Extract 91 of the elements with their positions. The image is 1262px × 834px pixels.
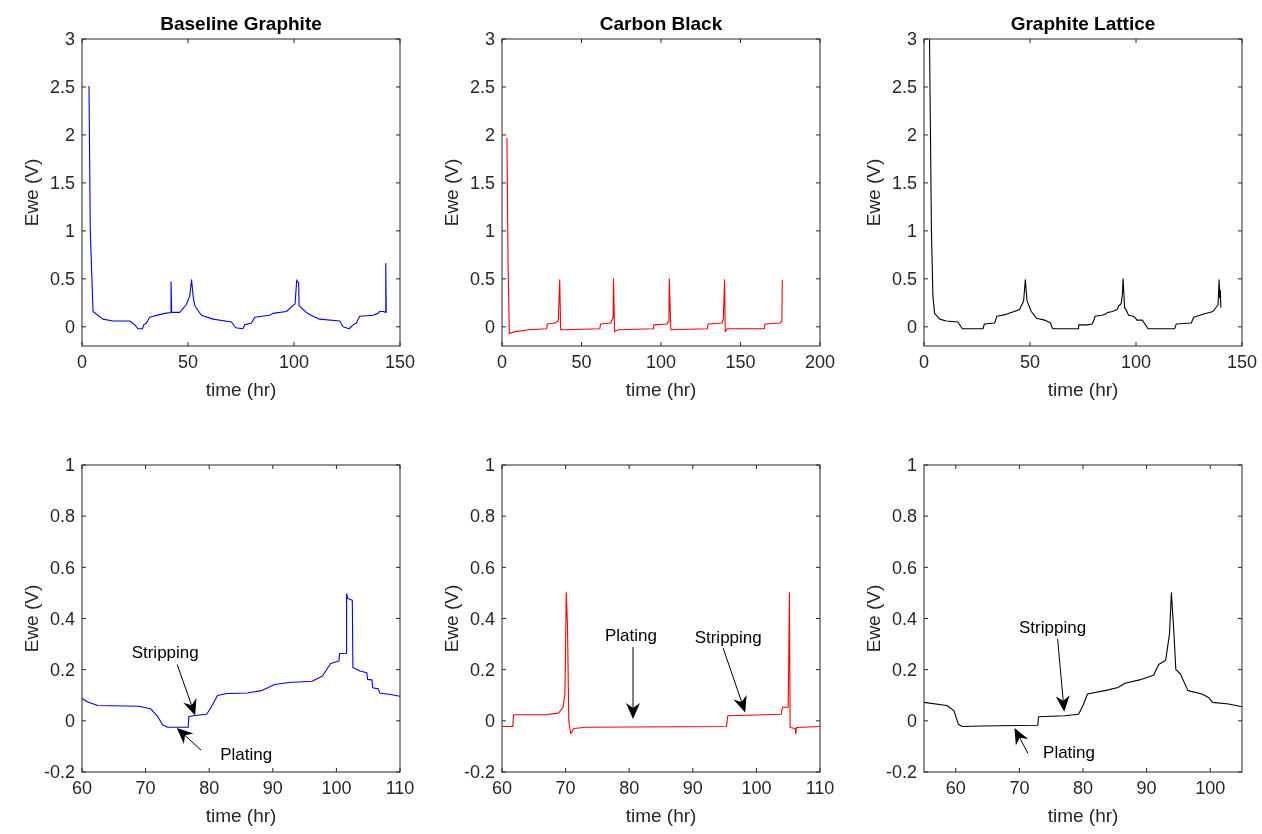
y-tick-label: 0.4	[49, 608, 75, 629]
y-tick-label: 1	[484, 455, 495, 476]
annotation: Stripping	[694, 628, 762, 648]
x-tick-label: 150	[725, 352, 756, 372]
x-tick-label: 90	[682, 778, 703, 798]
y-tick-label: 0	[484, 711, 495, 732]
y-tick-label: 0.4	[469, 608, 495, 629]
x-tick-label: 70	[555, 778, 576, 798]
x-tick-label: 200	[804, 352, 836, 372]
x-axis-title: time (hr)	[1047, 805, 1119, 826]
y-tick-label: 0.6	[49, 557, 75, 578]
annotation: Stripping	[131, 643, 199, 663]
chart-title: Baseline Graphite	[160, 13, 322, 34]
line-series	[502, 592, 820, 735]
x-tick-label: 80	[1072, 778, 1094, 798]
y-tick-label: 0.2	[49, 659, 75, 680]
y-tick-label: 0.8	[49, 506, 75, 527]
y-axis-title: Ewe (V)	[863, 584, 884, 653]
x-tick-label: 80	[619, 778, 640, 798]
y-tick-label: 1.5	[49, 173, 75, 194]
line-series	[88, 85, 387, 330]
line-series	[506, 137, 783, 335]
y-tick-label: 2.5	[891, 77, 917, 98]
y-tick-label: 0.8	[891, 506, 917, 527]
x-axis-title: time (hr)	[205, 379, 277, 400]
x-tick-label: 100	[645, 352, 677, 372]
y-tick-label: 1	[484, 221, 495, 242]
y-axis-title: Ewe (V)	[863, 158, 884, 227]
x-tick-label: 90	[262, 778, 283, 798]
y-axis-title: Ewe (V)	[441, 584, 462, 653]
y-tick-label: 3	[484, 29, 495, 50]
y-tick-label: 0.6	[891, 557, 917, 578]
y-tick-label: 0.6	[469, 557, 495, 578]
annotation: Plating	[605, 625, 657, 645]
annotation: Plating	[220, 745, 273, 765]
x-tick-label: 90	[1136, 778, 1157, 798]
y-axis-title: Ewe (V)	[21, 584, 42, 653]
y-tick-label: 0.4	[891, 608, 917, 629]
x-tick-label: 50	[571, 352, 592, 372]
y-tick-label: 3	[906, 29, 917, 50]
x-tick-label: 100	[1120, 352, 1152, 372]
y-tick-label: 0.5	[469, 269, 495, 290]
annotation: Plating	[1043, 743, 1096, 763]
y-tick-label: 0	[906, 711, 917, 732]
y-tick-label: 1.5	[891, 173, 917, 194]
x-tick-label: 70	[1009, 778, 1030, 798]
y-tick-label: 0.5	[891, 269, 917, 290]
x-axis-title: time (hr)	[625, 379, 697, 400]
x-tick-label: 110	[805, 778, 835, 798]
y-tick-label: 1	[906, 221, 917, 242]
y-axis-title: Ewe (V)	[21, 158, 42, 227]
y-tick-label: 0.2	[891, 659, 917, 680]
x-tick-label: 50	[177, 352, 199, 372]
x-tick-label: 50	[1019, 352, 1041, 372]
x-tick-label: 100	[278, 352, 310, 372]
y-tick-label: 2	[906, 125, 917, 146]
y-tick-label: 2.5	[49, 77, 75, 98]
line-series	[928, 39, 1222, 330]
x-tick-label: 60	[945, 778, 966, 798]
y-tick-label: 2	[64, 125, 75, 146]
y-tick-label: 2	[484, 125, 495, 146]
y-tick-label: 0.8	[469, 506, 495, 527]
x-axis-title: time (hr)	[1047, 379, 1119, 400]
x-axis-title: time (hr)	[625, 805, 697, 826]
y-axis-title: Ewe (V)	[441, 158, 462, 227]
x-tick-label: 110	[385, 778, 415, 798]
y-tick-label: 0.5	[49, 269, 75, 290]
annotation: Stripping	[1019, 617, 1087, 637]
x-tick-label: 100	[321, 778, 352, 798]
y-tick-label: 0	[64, 317, 75, 338]
y-tick-label: 1	[64, 455, 75, 476]
y-tick-label: 1	[64, 221, 75, 242]
y-tick-label: 3	[64, 29, 75, 50]
x-tick-label: 100	[741, 778, 772, 798]
x-tick-label: 150	[384, 352, 416, 372]
y-tick-label: 0	[64, 711, 75, 732]
line-series	[924, 592, 1242, 728]
x-tick-label: 150	[1226, 352, 1258, 372]
y-tick-label: 1	[906, 455, 917, 476]
x-tick-label: 80	[199, 778, 220, 798]
y-tick-label: -0.2	[885, 762, 917, 783]
x-tick-label: 100	[1195, 778, 1226, 798]
chart-title: Graphite Lattice	[1010, 13, 1156, 34]
chart-title: Carbon Black	[599, 13, 723, 34]
y-tick-label: 2.5	[469, 77, 495, 98]
y-tick-label: 0	[484, 317, 495, 338]
y-tick-label: 0.2	[469, 659, 495, 680]
y-tick-label: 0	[906, 317, 917, 338]
y-tick-label: 1.5	[469, 173, 495, 194]
x-axis-title: time (hr)	[205, 805, 277, 826]
x-tick-label: 70	[135, 778, 156, 798]
